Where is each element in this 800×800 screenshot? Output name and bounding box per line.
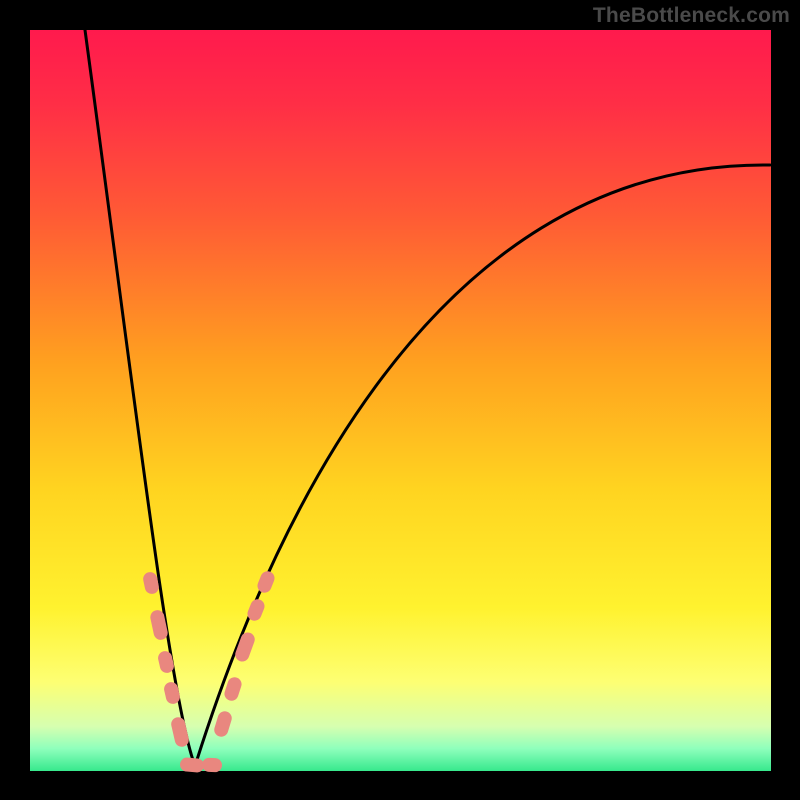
data-marker: [179, 757, 204, 773]
bottleneck-curve: [0, 0, 800, 800]
watermark-text: TheBottleneck.com: [593, 4, 790, 28]
data-marker: [149, 609, 169, 641]
data-marker: [202, 757, 223, 772]
data-marker: [170, 716, 190, 748]
data-marker: [213, 710, 234, 739]
chart-stage: TheBottleneck.com: [0, 0, 800, 800]
